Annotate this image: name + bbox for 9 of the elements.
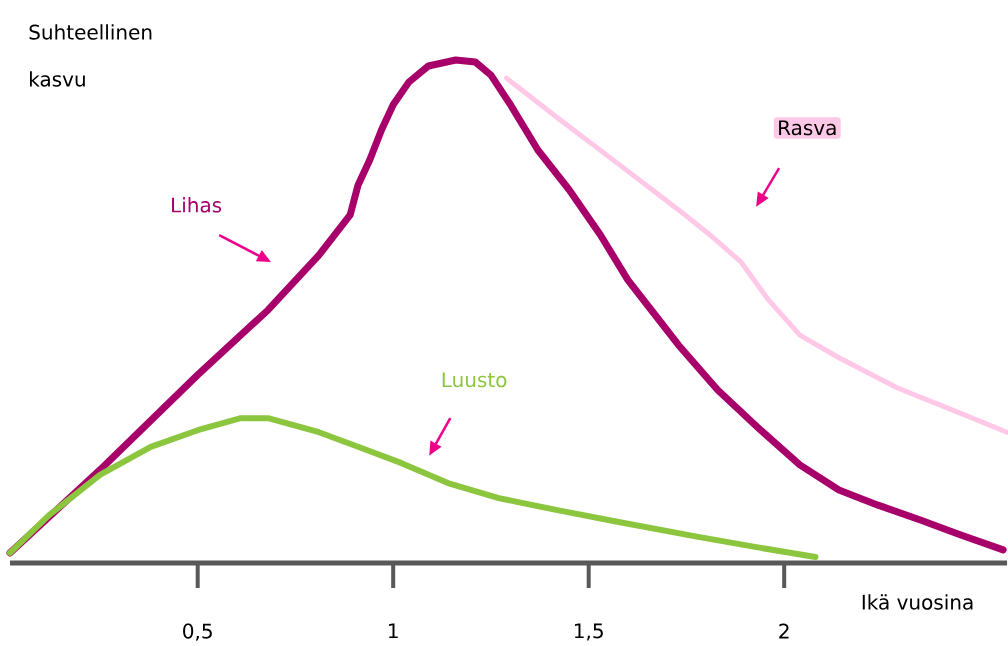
text: Luusto bbox=[442, 372, 507, 388]
text: Suhteellinen kasvu bbox=[29, 24, 152, 87]
text: Lihas bbox=[172, 197, 222, 213]
x-tick-label: 1 bbox=[389, 623, 398, 639]
x-tick-label: 1,5 bbox=[574, 623, 603, 641]
text: Rasva bbox=[779, 120, 836, 136]
x-tick-label: 2 bbox=[779, 623, 789, 639]
x-tick-label: 0,5 bbox=[183, 623, 212, 641]
x-axis-title: Ikä vuosina bbox=[862, 594, 973, 610]
